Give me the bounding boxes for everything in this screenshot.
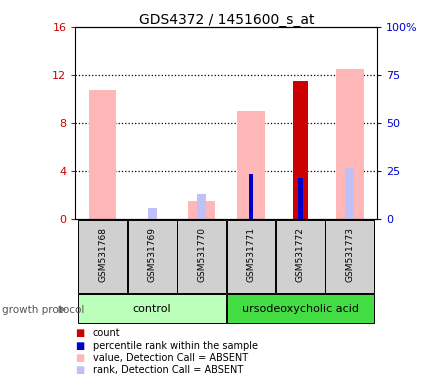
Bar: [248, 174, 253, 219]
Text: count: count: [92, 328, 120, 338]
Bar: [226, 220, 275, 293]
Text: GSM531769: GSM531769: [147, 227, 156, 282]
Text: percentile rank within the sample: percentile rank within the sample: [92, 341, 257, 351]
Text: GSM531773: GSM531773: [344, 227, 353, 282]
Text: ■: ■: [75, 341, 84, 351]
Bar: [345, 169, 353, 219]
Bar: [197, 194, 206, 219]
Bar: [187, 201, 215, 219]
Text: GSM531770: GSM531770: [197, 227, 206, 282]
Bar: [297, 178, 302, 219]
Bar: [226, 294, 374, 323]
Text: GSM531768: GSM531768: [98, 227, 107, 282]
Bar: [325, 220, 374, 293]
Text: GSM531772: GSM531772: [295, 227, 304, 282]
Text: rank, Detection Call = ABSENT: rank, Detection Call = ABSENT: [92, 365, 243, 375]
Bar: [292, 81, 307, 219]
Text: ursodeoxycholic acid: ursodeoxycholic acid: [241, 304, 358, 314]
Bar: [275, 220, 324, 293]
Bar: [147, 208, 156, 219]
Text: growth protocol: growth protocol: [2, 305, 84, 314]
Text: control: control: [132, 304, 171, 314]
Bar: [89, 91, 116, 219]
Bar: [237, 111, 264, 219]
Bar: [335, 69, 362, 219]
Text: GSM531771: GSM531771: [246, 227, 255, 282]
Bar: [78, 294, 225, 323]
Text: GDS4372 / 1451600_s_at: GDS4372 / 1451600_s_at: [138, 13, 313, 27]
Text: ■: ■: [75, 365, 84, 375]
Bar: [78, 220, 127, 293]
Text: ■: ■: [75, 328, 84, 338]
Bar: [127, 220, 176, 293]
Text: value, Detection Call = ABSENT: value, Detection Call = ABSENT: [92, 353, 247, 363]
Text: ■: ■: [75, 353, 84, 363]
Bar: [177, 220, 225, 293]
